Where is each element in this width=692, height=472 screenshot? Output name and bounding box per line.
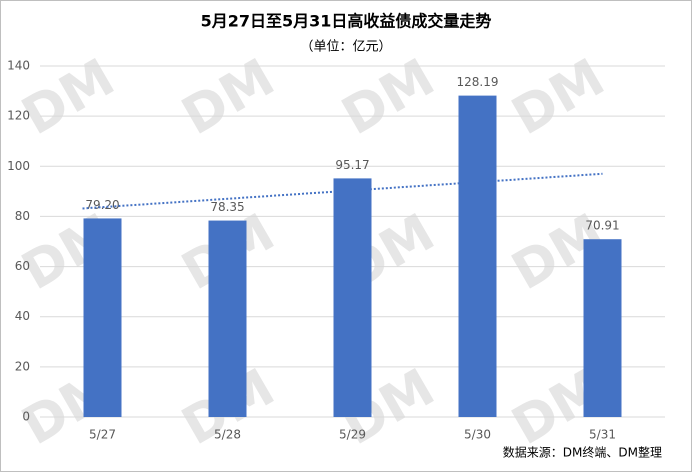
bar — [583, 239, 622, 417]
y-tick-label: 100 — [7, 159, 30, 173]
x-tick-label: 5/31 — [589, 428, 616, 442]
chart-title: 5月27日至5月31日高收益债成交量走势 — [201, 12, 492, 31]
value-label: 79.20 — [85, 198, 119, 212]
value-label: 95.17 — [335, 158, 369, 172]
x-tick-label: 5/29 — [339, 428, 366, 442]
value-label: 78.35 — [210, 200, 244, 214]
y-tick-label: 80 — [15, 209, 30, 223]
source-note: 数据来源：DM终端、DM整理 — [503, 445, 662, 460]
bar — [208, 220, 247, 417]
y-tick-label: 40 — [15, 309, 30, 323]
y-tick-label: 0 — [22, 410, 30, 424]
y-tick-label: 20 — [15, 359, 30, 373]
bar — [458, 95, 497, 417]
value-label: 128.19 — [457, 75, 499, 89]
value-label: 70.91 — [585, 219, 619, 233]
trendline — [82, 172, 603, 210]
y-tick-label: 120 — [7, 109, 30, 123]
chart-subtitle: （单位：亿元） — [300, 40, 391, 55]
y-tick-label: 60 — [15, 259, 30, 273]
y-tick-label: 140 — [7, 59, 30, 73]
x-tick-label: 5/27 — [89, 428, 116, 442]
x-tick-label: 5/28 — [214, 428, 241, 442]
x-tick-label: 5/30 — [464, 428, 491, 442]
bar — [333, 178, 372, 417]
bar — [83, 218, 122, 417]
